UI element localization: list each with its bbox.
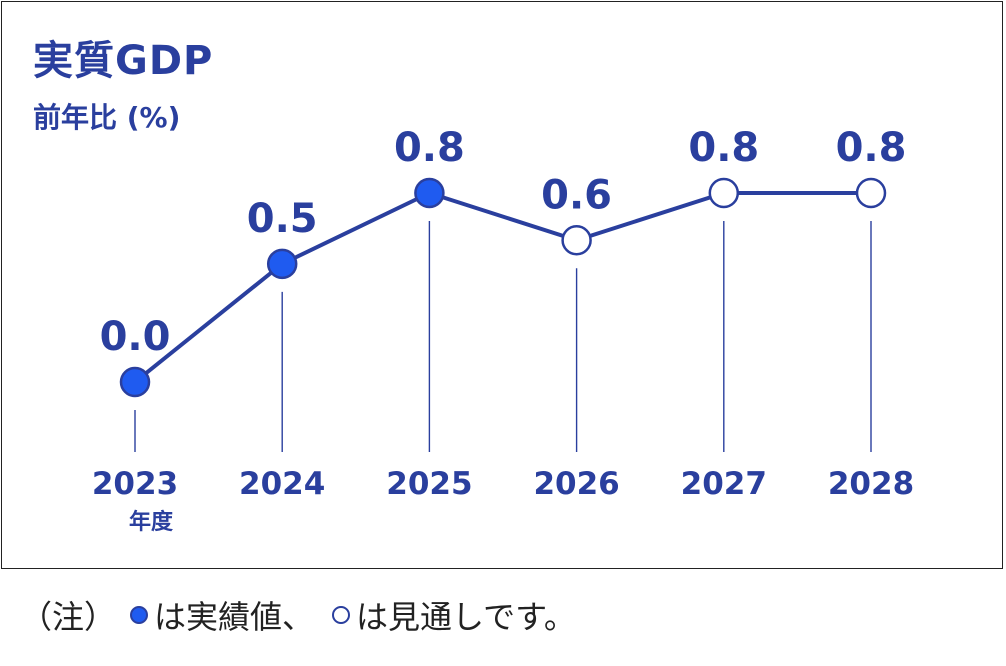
legend-note: （注） は実績値、 は見通しです。 bbox=[20, 592, 576, 638]
x-tick-label-2024: 2024 bbox=[239, 466, 325, 502]
forecast-point-2026 bbox=[561, 225, 592, 256]
data-label-2023: 0.0 bbox=[100, 314, 171, 360]
actual-point-2023 bbox=[119, 366, 151, 398]
data-label-2025: 0.8 bbox=[394, 125, 465, 171]
x-unit-label: 年度 bbox=[129, 509, 174, 535]
x-tick-label-2027: 2027 bbox=[681, 466, 767, 502]
data-label-2027: 0.8 bbox=[688, 125, 759, 171]
chart-frame bbox=[1, 1, 1003, 569]
x-tick-label-2023: 2023 bbox=[92, 466, 178, 502]
note-forecast-text: は見通しです。 bbox=[356, 598, 576, 636]
x-tick-label-2025: 2025 bbox=[386, 466, 472, 502]
x-tick-label-2028: 2028 bbox=[828, 466, 914, 502]
actual-point-2025 bbox=[414, 177, 445, 209]
forecast-point-2027 bbox=[708, 177, 740, 209]
data-label-2026: 0.6 bbox=[541, 172, 612, 218]
actual-point-2024 bbox=[266, 248, 298, 280]
line-chart: 0.0 0.5 0.8 0.6 0.8 0.8 2023 2024 2025 2026 2027 20… bbox=[92, 125, 914, 535]
note-prefix: （注） bbox=[20, 598, 117, 636]
forecast-marker-icon bbox=[332, 606, 351, 624]
series-line bbox=[133, 191, 871, 384]
forecast-point-2028 bbox=[855, 177, 887, 209]
chart-title: 実質GDP bbox=[33, 38, 214, 84]
note-actual-text: は実績値、 bbox=[154, 598, 315, 636]
data-label-2028: 0.8 bbox=[836, 125, 907, 171]
x-tick-label-2026: 2026 bbox=[533, 466, 619, 502]
data-label-2024: 0.5 bbox=[247, 196, 318, 242]
actual-marker-icon bbox=[130, 606, 149, 624]
y-axis-label: 前年比 (%) bbox=[33, 101, 181, 134]
